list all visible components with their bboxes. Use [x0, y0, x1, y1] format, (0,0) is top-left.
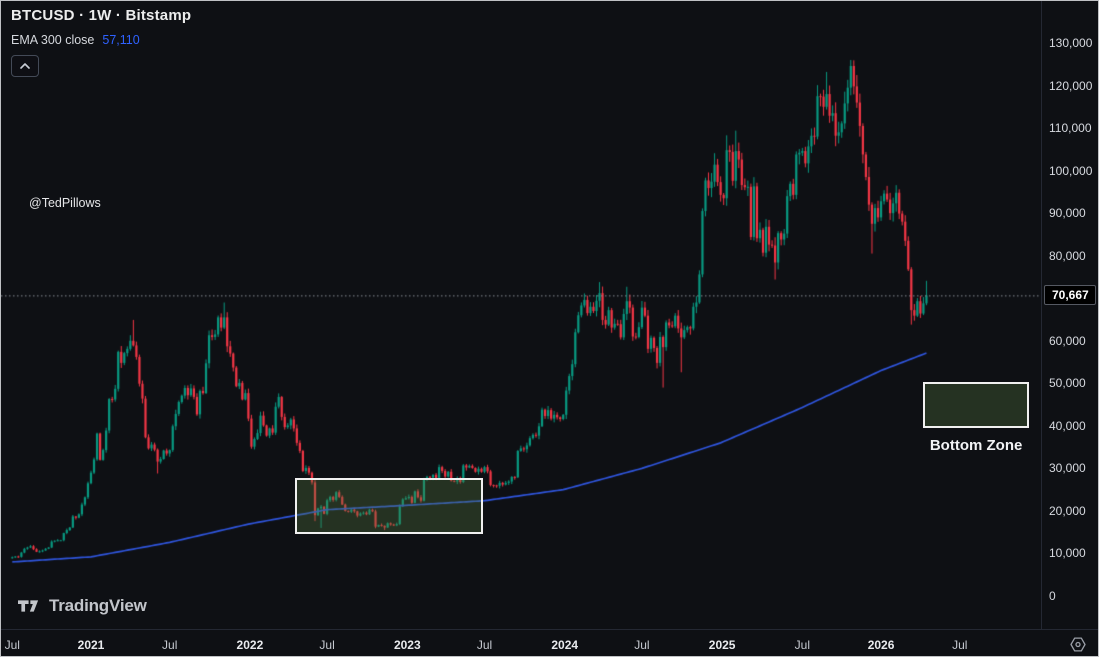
- indicator-label: EMA 300 close: [11, 33, 95, 47]
- indicator-legend-row: EMA 300 close 57,110: [11, 33, 191, 47]
- time-tick-month: Jul: [162, 637, 178, 652]
- bottom-zone-box[interactable]: [923, 382, 1029, 428]
- price-tick-label: 40,000: [1049, 418, 1086, 433]
- last-price-badge: 70,667: [1044, 285, 1096, 306]
- symbol-title: BTCUSD · 1W · Bitstamp: [11, 7, 192, 24]
- axis-settings-button[interactable]: [1068, 636, 1088, 654]
- tradingview-logo-text: TradingView: [49, 596, 147, 615]
- price-tick-label: 90,000: [1049, 206, 1086, 221]
- author-watermark: @TedPillows: [29, 196, 101, 210]
- price-tick-label: 80,000: [1049, 248, 1086, 263]
- time-tick-year: 2025: [708, 637, 736, 652]
- price-tick-label: 120,000: [1049, 78, 1093, 93]
- chart-legend: BTCUSD · 1W · Bitstamp EMA 300 close 57,…: [11, 7, 191, 77]
- price-tick-label: 20,000: [1049, 503, 1086, 518]
- indicator-value: 57,110: [102, 33, 140, 47]
- price-tick-label: 0: [1049, 589, 1056, 603]
- accumulation-box-box[interactable]: [295, 478, 483, 534]
- time-tick-month: Jul: [319, 637, 335, 652]
- time-tick-month: Jul: [4, 637, 20, 652]
- collapse-legend-button[interactable]: [11, 55, 39, 77]
- time-tick-month: Jul: [634, 637, 650, 652]
- time-tick-year: 2026: [867, 637, 895, 652]
- tradingview-logo-icon: [18, 600, 39, 612]
- price-tick-label: 30,000: [1049, 461, 1086, 476]
- price-tick-label: 110,000: [1049, 121, 1092, 136]
- price-tick-label: 10,000: [1049, 546, 1086, 561]
- price-tick-label: 100,000: [1049, 163, 1093, 178]
- chart-area[interactable]: Bottom Zone BTCUSD · 1W · Bitstamp EMA 3…: [1, 1, 1041, 629]
- hexagon-settings-icon: [1070, 637, 1086, 652]
- price-tick-label: 60,000: [1049, 333, 1086, 348]
- chevron-up-icon: [20, 63, 30, 69]
- tradingview-logo[interactable]: TradingView: [18, 596, 147, 616]
- time-tick-year: 2022: [236, 637, 264, 652]
- time-tick-year: 2024: [551, 637, 579, 652]
- price-axis[interactable]: 70,667 130,000 120,000 110,000 100,000 90,00…: [1041, 1, 1098, 629]
- time-tick-year: 2023: [393, 637, 421, 652]
- price-tick-label: 130,000: [1049, 36, 1093, 50]
- time-tick-month: Jul: [476, 637, 493, 652]
- bottom-zone-label: Bottom Zone: [929, 436, 1023, 454]
- time-tick-month: Jul: [952, 637, 968, 652]
- time-tick-month: Jul: [794, 637, 811, 652]
- price-tick-label: 50,000: [1049, 376, 1086, 391]
- candlestick-chart-canvas[interactable]: [1, 1, 1041, 629]
- time-axis[interactable]: Jul 2021 Jul 2022 Jul 2023 Jul 2024 Jul 2025 Jul 20…: [1, 629, 1098, 656]
- time-tick-year: 2021: [77, 637, 105, 652]
